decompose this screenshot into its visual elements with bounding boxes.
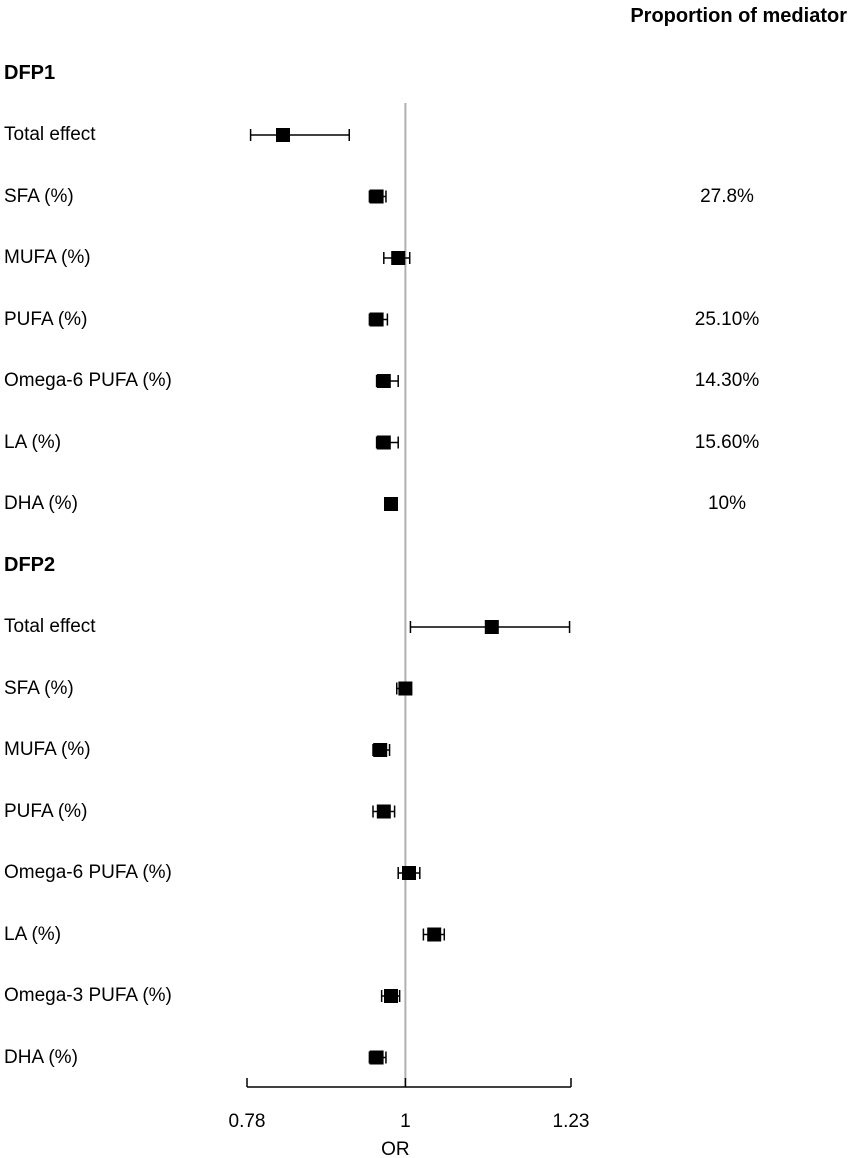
row-label: Total effect <box>4 124 96 145</box>
x-tick-label: 0.78 <box>229 1111 266 1132</box>
group-title: DFP1 <box>4 62 56 84</box>
point-estimate <box>373 743 388 757</box>
row-label: PUFA (%) <box>4 800 88 822</box>
row-label: Omega-6 PUFA (%) <box>4 370 172 391</box>
row-label: PUFA (%) <box>4 308 88 330</box>
proportion-value: 10% <box>707 493 747 514</box>
proportion-value: 27.8% <box>700 185 754 207</box>
row-label: MUFA (%) <box>4 739 91 760</box>
point-estimate <box>398 681 413 696</box>
row-label: Omega-3 PUFA (%) <box>4 985 172 1006</box>
group-title: DFP2 <box>4 554 56 576</box>
row-label: LA (%) <box>4 923 62 945</box>
row-label: SFA (%) <box>4 185 74 207</box>
point-estimate <box>376 804 391 819</box>
point-estimate <box>402 866 416 880</box>
row-label: DHA (%) <box>4 1046 78 1068</box>
proportion-header: Proportion of mediator <box>630 5 847 27</box>
point-estimate <box>427 927 442 942</box>
x-axis-label: OR <box>381 1139 410 1158</box>
point-estimate <box>369 189 384 204</box>
point-estimate <box>384 497 398 511</box>
x-tick-label: 1 <box>400 1111 411 1132</box>
point-estimate <box>376 374 391 388</box>
point-estimate <box>376 435 391 450</box>
x-tick-label: 1.23 <box>553 1111 590 1132</box>
point-estimate <box>484 620 499 634</box>
row-label: SFA (%) <box>4 677 74 699</box>
row-label: Omega-6 PUFA (%) <box>4 862 172 883</box>
point-estimate <box>391 251 406 265</box>
row-label: MUFA (%) <box>4 247 91 268</box>
row-label: Total effect <box>4 616 96 637</box>
proportion-value: 25.10% <box>694 308 760 330</box>
point-estimate <box>369 312 384 327</box>
point-estimate <box>384 989 398 1003</box>
row-label: DHA (%) <box>4 493 78 514</box>
point-estimate <box>276 128 290 142</box>
proportion-value: 15.60% <box>694 431 760 453</box>
row-label: LA (%) <box>4 431 62 453</box>
point-estimate <box>369 1050 384 1065</box>
proportion-value: 14.30% <box>694 370 760 391</box>
